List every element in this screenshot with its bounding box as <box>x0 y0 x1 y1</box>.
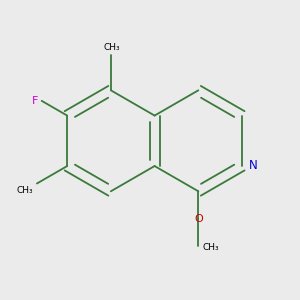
Text: O: O <box>194 214 203 224</box>
Text: CH₃: CH₃ <box>203 243 220 252</box>
Text: N: N <box>249 159 258 172</box>
Text: CH₃: CH₃ <box>103 43 120 52</box>
Text: F: F <box>32 96 38 106</box>
Text: CH₃: CH₃ <box>16 186 33 195</box>
